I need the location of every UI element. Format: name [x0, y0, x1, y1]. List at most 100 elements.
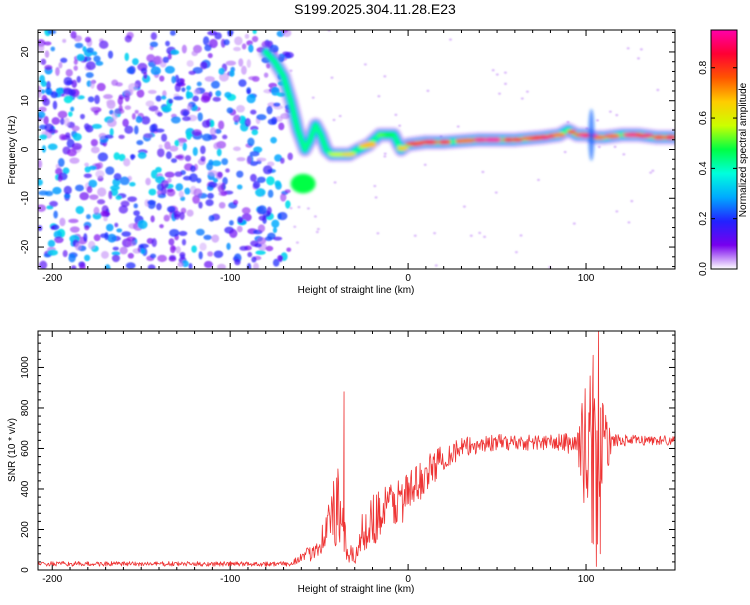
spectrogram-noise-cell [40, 89, 46, 95]
spectrogram-noise-cell [50, 46, 56, 52]
spectrogram-noise-cell [38, 204, 47, 212]
spectrogram-noise-cell [97, 152, 109, 162]
spectrogram-noise-cell [216, 148, 222, 157]
spectrogram-noise-cell [196, 177, 202, 184]
spectrogram-noise-cell [264, 236, 273, 241]
spectrogram-noise-cell [52, 186, 62, 195]
spectrogram-noise-cell [182, 116, 191, 122]
spectrogram-noise-cell [50, 225, 55, 230]
spectrogram-noise-cell [44, 41, 52, 46]
spectrogram-noise-cell [89, 165, 97, 171]
spectrogram-noise-cell [133, 203, 138, 209]
spectrogram-noise-cell [161, 133, 168, 142]
spectrogram-noise-cell [38, 179, 43, 186]
spectrogram-noise-cell [636, 57, 640, 60]
spectrogram-noise-cell [164, 141, 171, 150]
spectrogram-ridge-hotspot [419, 140, 440, 145]
spectrogram-noise-cell [271, 219, 280, 228]
spectrogram-noise-cell [491, 69, 495, 72]
spectrogram-noise-cell [271, 116, 278, 125]
spectrogram-noise-cell [252, 180, 261, 189]
spectrogram-noise-cell [186, 60, 194, 67]
spectrogram-noise-cell [266, 206, 272, 216]
spectrogram-noise-cell [252, 30, 257, 35]
spectrogram-noise-cell [280, 157, 285, 164]
spectrogram-noise-cell [80, 113, 85, 120]
spectrogram-noise-cell [478, 231, 482, 235]
spectrogram-noise-cell [278, 122, 285, 131]
spectrogram-frame [37, 29, 676, 270]
spectrogram-noise-cell [53, 210, 58, 219]
spectrogram-noise-cell [126, 240, 136, 247]
spectrogram-y-label: Frequency (Hz) [7, 116, 18, 185]
spectrogram-noise-cell [218, 120, 225, 130]
spectrogram-noise-cell [191, 245, 197, 253]
colorbar-label: Normalized spectral amplitude [738, 82, 749, 217]
spectrogram-noise-cell [108, 190, 113, 200]
spectrogram-noise-cell [49, 200, 58, 207]
spectrogram-noise-cell [241, 43, 247, 50]
spectrogram-noise-cell [608, 110, 612, 113]
snr-y-tick-label: 400 [20, 480, 31, 497]
spectrogram-noise-cell [132, 58, 139, 66]
spectrogram-noise-cell [211, 160, 222, 167]
spectrogram-noise-cell [256, 157, 267, 162]
spectrogram-noise-cell [232, 199, 239, 206]
spectrogram-noise-cell [373, 184, 377, 188]
spectrogram-noise-cell [47, 239, 56, 248]
spectrogram-noise-cell [225, 60, 237, 66]
spectrogram-noise-cell [97, 199, 106, 205]
spectrogram-noise-cell [83, 233, 88, 242]
spectrogram-noise-cell [71, 79, 77, 88]
spectrogram-noise-cell [293, 225, 297, 228]
snr-x-tick-label: 0 [405, 574, 411, 585]
spectrogram-noise-cell [297, 205, 301, 209]
spectrogram-noise-cell [90, 146, 100, 154]
spectrogram-noise-cell [97, 187, 107, 197]
spectrogram-noise-cell [198, 251, 203, 260]
spectrogram-noise-cell [383, 155, 387, 158]
spectrogram-noise-cell [51, 117, 60, 125]
spectrogram-noise-cell [91, 123, 102, 129]
spectrogram-noise-cell [423, 163, 427, 166]
spectrogram-noise-cell [147, 199, 156, 205]
spectrogram-noise-cell [205, 199, 214, 207]
spectrogram-noise-cell [138, 243, 149, 249]
spectrogram-noise-cell [90, 106, 98, 112]
spectrogram-noise-cell [197, 112, 203, 122]
spectrogram-noise-cell [207, 192, 214, 199]
spectrogram-noise-cell [106, 99, 116, 106]
spectrogram-noise-cell [164, 171, 175, 178]
spectrogram-noise-cell [169, 245, 176, 254]
spectrogram-noise-cell [88, 240, 96, 250]
spectrogram-noise-cell [211, 234, 220, 243]
spectrogram-noise-cell [86, 185, 93, 194]
spectrogram-noise-cell [63, 95, 73, 104]
colorbar-ticks: 0.0 0.2 0.4 0.6 0.8 [698, 60, 737, 276]
spectrogram-ridge-hotspot [625, 132, 637, 137]
spectrogram-noise-cell [155, 128, 165, 133]
spectrogram-noise-cell [256, 114, 267, 121]
spectrogram-noise-cell [238, 79, 247, 87]
spectrogram-noise-cell [295, 241, 299, 244]
spectrogram-ridge-hotspot [566, 129, 577, 134]
spectrogram-noise-cell [117, 96, 124, 106]
spectrogram-noise-cell [204, 76, 215, 82]
spectrogram-noise-cell [74, 42, 84, 49]
spectrogram-noise-cell [159, 75, 165, 82]
spectrogram-noise-cell [93, 234, 101, 242]
spectrogram-noise-cell [101, 211, 111, 217]
spectrogram-noise-cell [520, 97, 524, 100]
spectrogram-noise-cell [60, 57, 68, 63]
colorbar: 0.0 0.2 0.4 0.6 0.8 Normalized spectral ampl… [698, 29, 749, 276]
spectrogram-noise-cell [514, 250, 518, 254]
spectrogram-noise-cell [241, 207, 251, 215]
spectrogram-noise-cell [176, 137, 188, 144]
spectrogram-noise-cell [44, 123, 54, 133]
spectrogram-noise-cell [184, 155, 192, 162]
spectrogram-noise-cell [160, 186, 167, 196]
snr-y-tick-label: 1000 [20, 356, 31, 379]
spectrogram-noise-cell [123, 158, 131, 167]
spectrogram-noise-cell [234, 36, 243, 46]
